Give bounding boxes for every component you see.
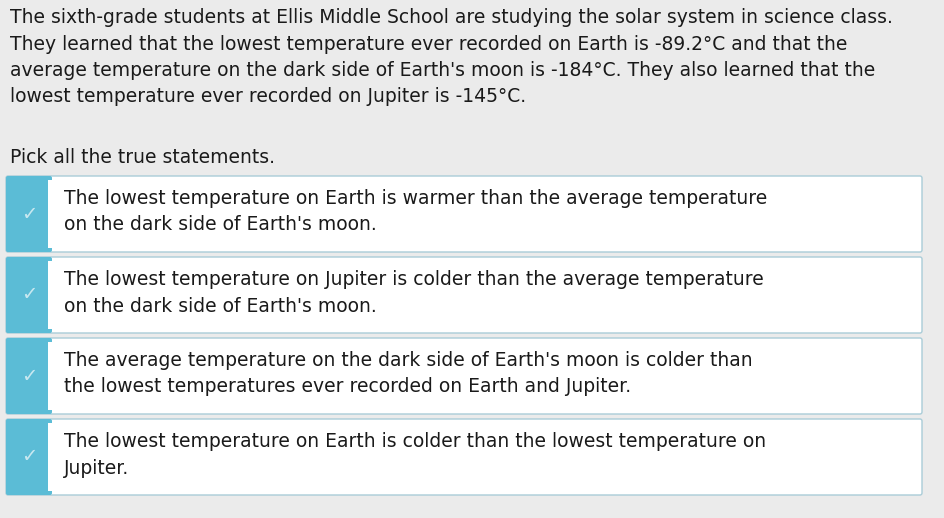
Text: ✓: ✓ <box>21 367 37 385</box>
Text: ✓: ✓ <box>21 205 37 223</box>
Text: ✓: ✓ <box>21 285 37 305</box>
Bar <box>48 342 56 410</box>
Bar <box>48 261 56 329</box>
Text: The average temperature on the dark side of Earth's moon is colder than
the lowe: The average temperature on the dark side… <box>64 351 751 396</box>
FancyBboxPatch shape <box>6 419 921 495</box>
FancyBboxPatch shape <box>6 338 921 414</box>
Bar <box>48 423 56 491</box>
FancyBboxPatch shape <box>6 257 921 333</box>
Text: The lowest temperature on Earth is colder than the lowest temperature on
Jupiter: The lowest temperature on Earth is colde… <box>64 432 766 478</box>
Text: Pick all the true statements.: Pick all the true statements. <box>10 148 275 167</box>
Bar <box>48 180 56 248</box>
Text: ✓: ✓ <box>21 448 37 467</box>
FancyBboxPatch shape <box>6 338 52 414</box>
FancyBboxPatch shape <box>6 176 921 252</box>
Text: The lowest temperature on Jupiter is colder than the average temperature
on the : The lowest temperature on Jupiter is col… <box>64 270 763 315</box>
FancyBboxPatch shape <box>6 176 52 252</box>
FancyBboxPatch shape <box>6 257 52 333</box>
FancyBboxPatch shape <box>6 419 52 495</box>
Text: The lowest temperature on Earth is warmer than the average temperature
on the da: The lowest temperature on Earth is warme… <box>64 189 767 235</box>
Text: The sixth-grade students at Ellis Middle School are studying the solar system in: The sixth-grade students at Ellis Middle… <box>10 8 892 107</box>
